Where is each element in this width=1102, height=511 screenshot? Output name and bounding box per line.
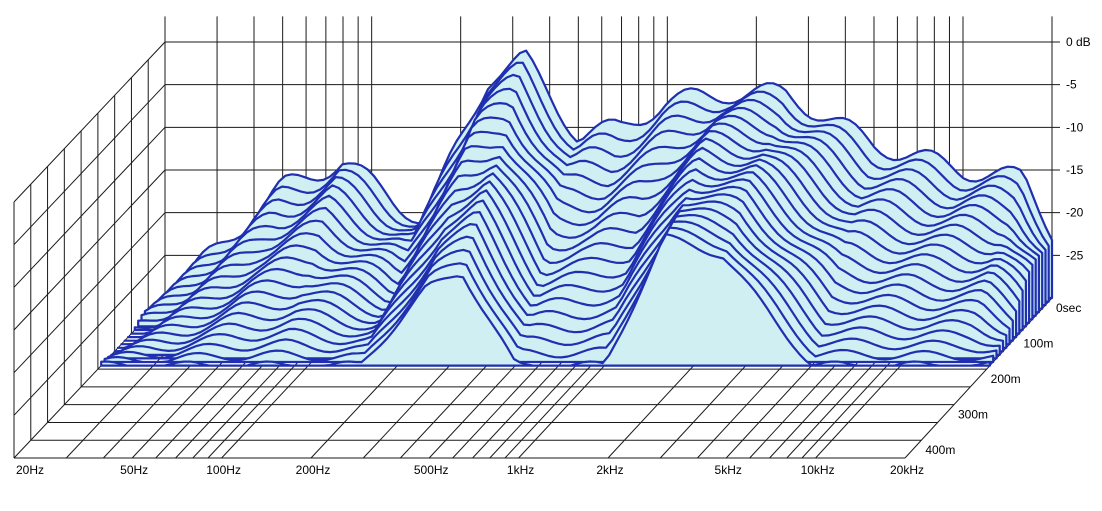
x-tick-label: 20kHz — [890, 463, 924, 477]
y-tick-label: -10 — [1066, 120, 1084, 134]
x-tick-label: 50Hz — [120, 463, 148, 477]
floor-freq-line — [904, 297, 1053, 459]
side-wall-db-line — [13, 41, 166, 203]
z-tick-label: 100m — [1023, 337, 1053, 351]
y-tick-label: -25 — [1066, 248, 1084, 262]
side-wall-db-line — [13, 212, 166, 374]
y-tick-label: -5 — [1066, 78, 1077, 92]
tick-labels: 20Hz 50Hz 100Hz 200Hz 500Hz 1kHz 2kHz 5kHz 10kHz… — [16, 35, 1091, 477]
x-tick-label: 20Hz — [16, 463, 44, 477]
side-wall-db-line — [13, 254, 166, 416]
x-tick-label: 5kHz — [715, 463, 742, 477]
x-tick-label: 100Hz — [206, 463, 241, 477]
x-tick-label: 200Hz — [296, 463, 331, 477]
z-tick-label: 0sec — [1056, 301, 1081, 315]
x-tick-label: 2kHz — [596, 463, 623, 477]
x-tick-label: 10kHz — [801, 463, 835, 477]
y-tick-label: 0 dB — [1066, 35, 1091, 49]
side-wall-db-line — [13, 169, 166, 331]
y-tick-label: -20 — [1066, 206, 1084, 220]
waterfall-slice-19 — [100, 233, 991, 367]
x-tick-label: 500Hz — [414, 463, 449, 477]
z-tick-label: 300m — [958, 408, 988, 422]
y-tick-label: -15 — [1066, 163, 1084, 177]
side-wall-db-line — [13, 84, 166, 246]
z-tick-label: 200m — [991, 372, 1021, 386]
side-wall-db-line — [13, 126, 166, 288]
slices — [100, 49, 1054, 367]
x-tick-label: 1kHz — [507, 463, 534, 477]
z-tick-label: 400m — [925, 443, 955, 457]
